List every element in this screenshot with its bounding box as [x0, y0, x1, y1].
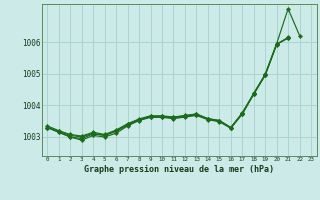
X-axis label: Graphe pression niveau de la mer (hPa): Graphe pression niveau de la mer (hPa): [84, 165, 274, 174]
